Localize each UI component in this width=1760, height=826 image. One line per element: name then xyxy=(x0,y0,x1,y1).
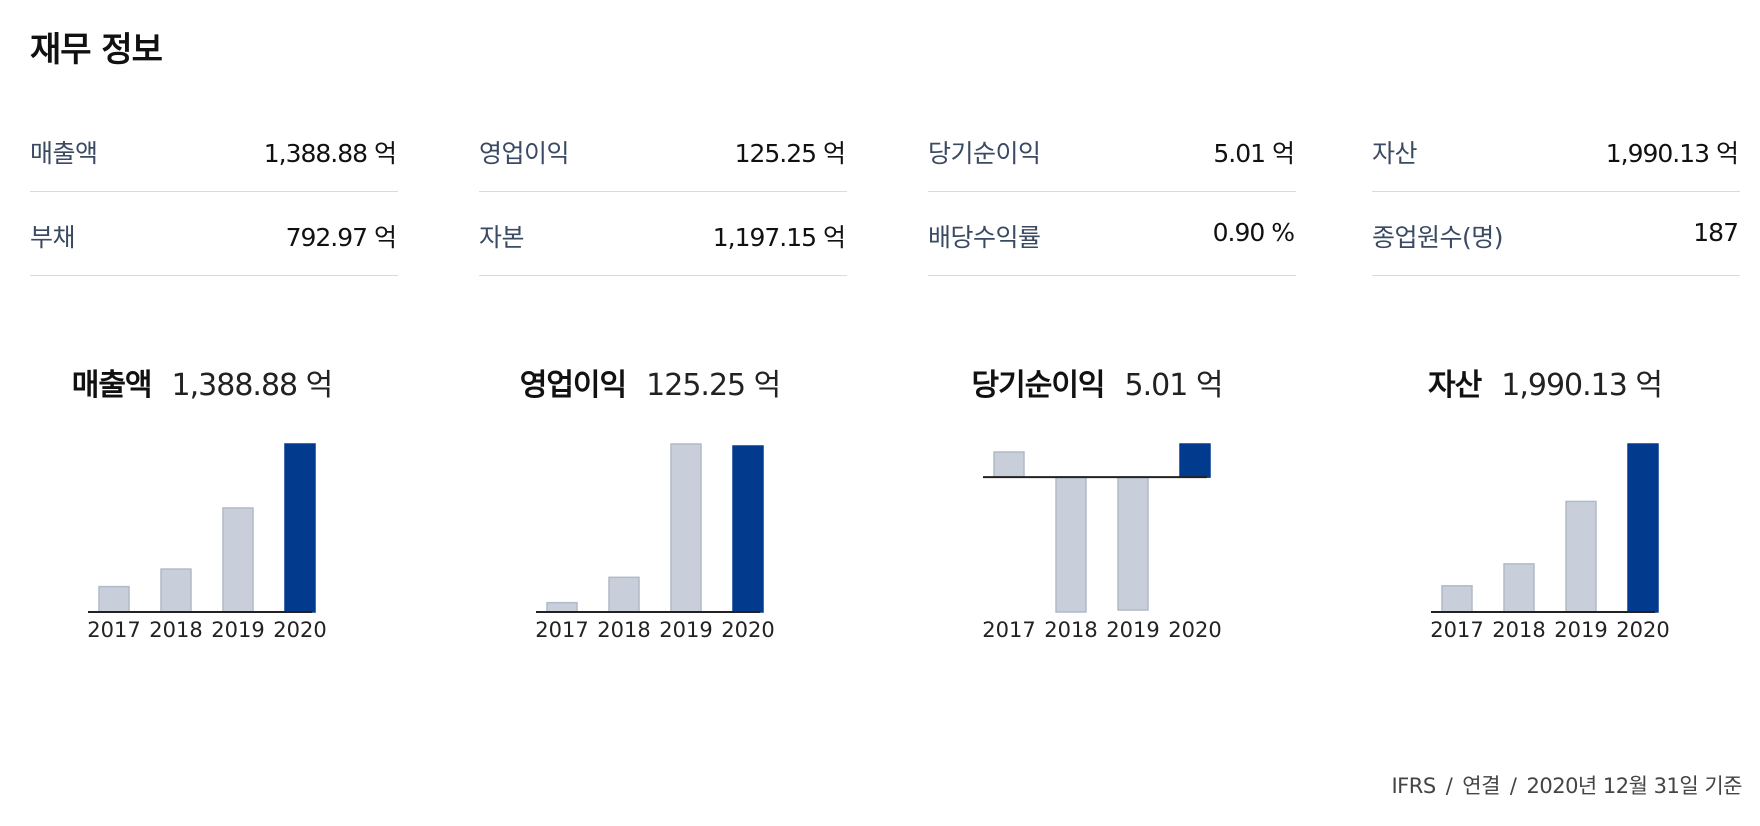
metric-net-income: 당기순이익 5.01 억 xyxy=(928,108,1296,192)
bar-2018 xyxy=(1503,563,1535,613)
bar-2020 xyxy=(1627,443,1659,613)
chart-title: 영업이익 xyxy=(519,368,627,403)
metric-value: 1,388.88 억 xyxy=(263,139,397,168)
metric-value: 5.01 억 xyxy=(1213,139,1295,168)
metric-label: 자본 xyxy=(479,223,525,252)
chart-heading: 자산 1,990.13 억 xyxy=(1395,360,1695,404)
x-tick-label: 2020 xyxy=(1168,618,1221,642)
metric-revenue: 매출액 1,388.88 억 xyxy=(30,108,398,192)
chart-assets: 자산 1,990.13 억 2017 2018 2019 2020 xyxy=(1395,360,1695,720)
bar-chart: 2017 2018 2019 2020 xyxy=(1430,443,1670,642)
metric-label: 영업이익 xyxy=(479,139,570,168)
metric-label: 종업원수(명) xyxy=(1372,223,1504,252)
bar-2017 xyxy=(993,451,1025,478)
metric-dividend-yield: 배당수익률 0.90 % xyxy=(928,192,1296,276)
x-tick-label: 2018 xyxy=(597,618,650,642)
metric-label: 부채 xyxy=(30,223,76,252)
metric-label: 매출액 xyxy=(30,139,98,168)
chart-headline-value: 125.25 억 xyxy=(646,368,781,403)
x-tick-label: 2017 xyxy=(535,618,588,642)
bar-2020 xyxy=(732,445,764,613)
chart-title: 자산 xyxy=(1428,368,1482,403)
x-tick-label: 2018 xyxy=(1492,618,1545,642)
page-title: 재무 정보 xyxy=(30,30,163,70)
chart-title: 당기순이익 xyxy=(971,368,1106,403)
metric-value: 1,197.15 억 xyxy=(712,223,846,252)
accounting-standard: IFRS xyxy=(1391,774,1436,798)
x-tick-label: 2017 xyxy=(87,618,140,642)
metric-value: 792.97 억 xyxy=(285,223,397,252)
x-tick-label: 2019 xyxy=(1106,618,1159,642)
metric-employees: 종업원수(명) 187 xyxy=(1372,192,1740,276)
x-tick-label: 2020 xyxy=(721,618,774,642)
metric-liabilities: 부채 792.97 억 xyxy=(30,192,398,276)
bar-2020 xyxy=(1179,443,1211,478)
metric-label: 배당수익률 xyxy=(928,223,1041,252)
bar-2019 xyxy=(222,507,254,613)
bar-2018 xyxy=(1055,476,1087,613)
x-tick-label: 2018 xyxy=(149,618,202,642)
metric-operating-profit: 영업이익 125.25 억 xyxy=(479,108,847,192)
x-tick-label: 2019 xyxy=(659,618,712,642)
bar-2019 xyxy=(1117,476,1149,611)
x-tick-label: 2020 xyxy=(1616,618,1669,642)
x-tick-label: 2018 xyxy=(1044,618,1097,642)
as-of-date: 2020년 12월 31일 기준 xyxy=(1526,774,1742,798)
bar-2017 xyxy=(546,601,578,613)
bar-2017 xyxy=(98,585,130,613)
footer-separator: / xyxy=(1509,774,1517,798)
metric-value: 1,990.13 억 xyxy=(1605,139,1739,168)
footer-separator: / xyxy=(1445,774,1453,798)
metric-label: 자산 xyxy=(1372,139,1418,168)
metric-value: 125.25 억 xyxy=(734,139,846,168)
chart-revenue: 매출액 1,388.88 억 2017 2018 2019 2020 xyxy=(52,360,352,720)
bar-chart: 2017 2018 2019 2020 xyxy=(535,443,775,642)
bar-2019 xyxy=(1565,500,1597,613)
bar-2020 xyxy=(284,443,316,613)
chart-heading: 영업이익 125.25 억 xyxy=(500,360,800,404)
bar-2018 xyxy=(160,568,192,613)
metric-equity: 자본 1,197.15 억 xyxy=(479,192,847,276)
bar-2017 xyxy=(1441,585,1473,613)
footer-note: IFRS / 연결 / 2020년 12월 31일 기준 xyxy=(1391,770,1742,800)
chart-title: 매출액 xyxy=(71,368,153,403)
consolidation-scope: 연결 xyxy=(1462,774,1500,798)
metric-label: 당기순이익 xyxy=(928,139,1041,168)
chart-headline-value: 5.01 억 xyxy=(1124,368,1224,403)
metric-assets: 자산 1,990.13 억 xyxy=(1372,108,1740,192)
metric-value: 0.90 % xyxy=(1212,218,1295,247)
x-tick-label: 2019 xyxy=(1554,618,1607,642)
chart-heading: 당기순이익 5.01 억 xyxy=(947,360,1247,404)
chart-heading: 매출액 1,388.88 억 xyxy=(52,360,352,404)
metric-value: 187 xyxy=(1693,218,1739,247)
x-tick-label: 2017 xyxy=(1430,618,1483,642)
bar-2019 xyxy=(670,443,702,613)
bar-2018 xyxy=(608,576,640,613)
chart-headline-value: 1,388.88 억 xyxy=(171,368,334,403)
bar-chart: 2017 2018 2019 2020 xyxy=(982,443,1222,642)
chart-headline-value: 1,990.13 억 xyxy=(1501,368,1663,403)
bar-chart: 2017 2018 2019 2020 xyxy=(87,443,327,642)
x-tick-label: 2019 xyxy=(211,618,264,642)
chart-operating-profit: 영업이익 125.25 억 2017 2018 2019 2020 xyxy=(500,360,800,720)
chart-net-income: 당기순이익 5.01 억 2017 2018 2019 2020 xyxy=(947,360,1247,720)
x-tick-label: 2017 xyxy=(982,618,1035,642)
x-tick-label: 2020 xyxy=(273,618,326,642)
